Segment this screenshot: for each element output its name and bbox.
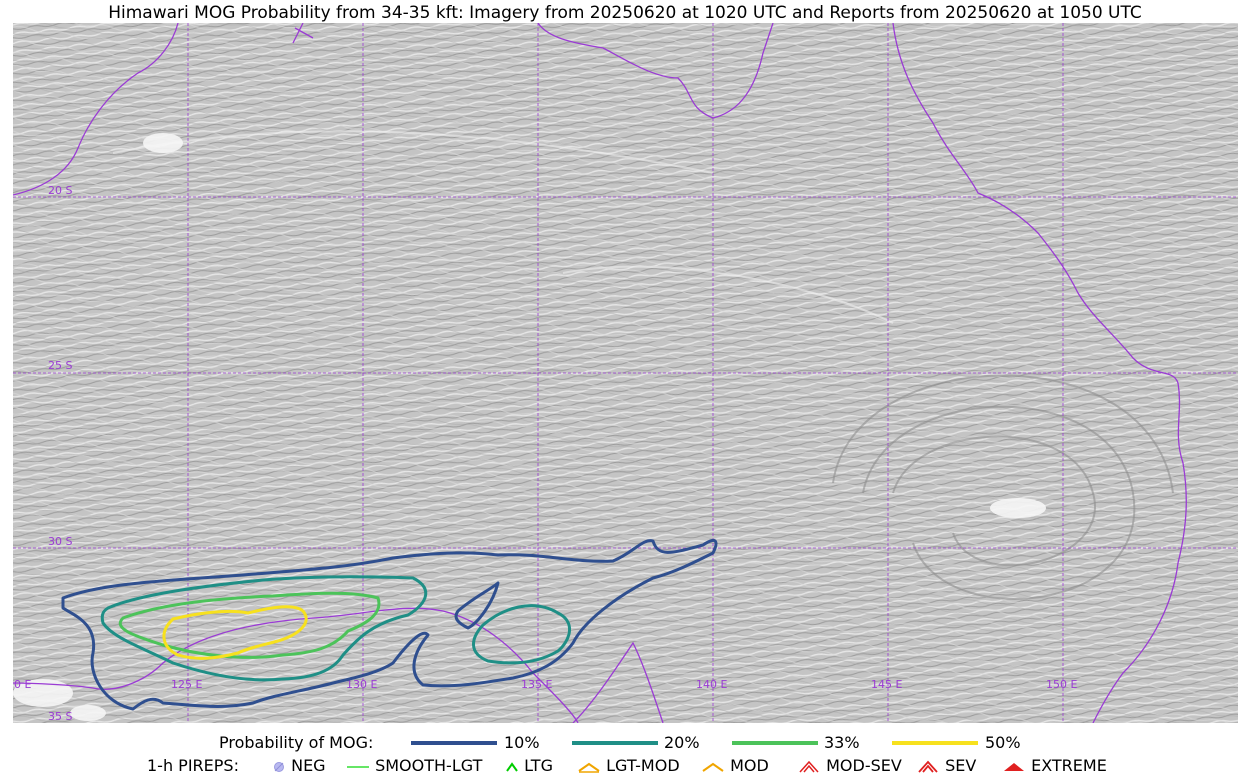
neg-circle-icon <box>274 761 284 772</box>
lon-label-140e: 140 E <box>696 678 727 691</box>
pirep-label-smooth-lgt: SMOOTH-LGT <box>375 756 483 775</box>
pirep-label-lgt-mod: LGT-MOD <box>606 756 680 775</box>
legend-label-20: 20% <box>664 733 700 752</box>
lon-label-120e: 120 E <box>13 678 31 691</box>
contour-10-percent-loop <box>454 581 500 630</box>
satellite-map: 20 S 25 S 30 S 35 S 120 E 125 E 130 E 13… <box>13 23 1238 723</box>
contour-50-percent <box>162 605 308 660</box>
double-caret-icon <box>799 760 819 773</box>
pirep-label-mod: MOD <box>730 756 769 775</box>
lon-label-130e: 130 E <box>346 678 377 691</box>
lat-lon-grid <box>13 23 1238 723</box>
legend-swatch-33 <box>732 741 818 745</box>
lon-label-150e: 150 E <box>1046 678 1077 691</box>
caret-icon <box>702 762 724 772</box>
line-icon <box>347 765 369 768</box>
pirep-item-sev: SEV <box>916 756 976 775</box>
caret-bar-icon <box>578 762 600 773</box>
probability-legend: Probability of MOG: 10% 20% 33% 50% <box>0 733 1250 753</box>
grid-labels: 20 S 25 S 30 S 35 S 120 E 125 E 130 E 13… <box>13 184 1077 723</box>
pirep-item-mod: MOD <box>701 756 769 775</box>
map-canvas: 20 S 25 S 30 S 35 S 120 E 125 E 130 E 13… <box>13 23 1238 723</box>
lon-label-135e: 135 E <box>521 678 552 691</box>
map-title: Himawari MOG Probability from 34-35 kft:… <box>108 3 1142 23</box>
pirep-label-sev: SEV <box>945 756 977 775</box>
pirep-item-smooth-lgt: SMOOTH-LGT <box>346 756 482 775</box>
lat-label-30s: 30 S <box>48 535 72 548</box>
contour-10-percent <box>61 539 718 711</box>
contour-20-percent-east <box>472 604 571 665</box>
bright-clouds <box>13 133 1046 721</box>
pirep-item-mod-sev: MOD-SEV <box>797 756 902 775</box>
legend-label-10: 10% <box>504 733 540 752</box>
lat-label-20s: 20 S <box>48 184 72 197</box>
legend-swatch-20 <box>572 741 658 745</box>
pirep-item-ltg: LTG <box>505 756 553 775</box>
lon-label-125e: 125 E <box>171 678 202 691</box>
legend-swatch-50 <box>892 741 978 745</box>
double-caret-icon <box>918 760 938 773</box>
pirep-label-neg: NEG <box>291 756 326 775</box>
legend-swatch-10 <box>411 741 497 745</box>
pirep-legend: 1-h PIREPS: NEG SMOOTH-LGT LTG LGT-MOD M… <box>0 756 1250 776</box>
pirep-item-lgt-mod: LGT-MOD <box>577 756 680 775</box>
pirep-label-extreme: EXTREME <box>1031 756 1107 775</box>
lat-label-35s: 35 S <box>48 710 72 723</box>
pirep-item-extreme: EXTREME <box>1002 756 1107 775</box>
pirep-label-mod-sev: MOD-SEV <box>826 756 902 775</box>
contour-20-percent <box>100 575 427 682</box>
lon-label-145e: 145 E <box>871 678 902 691</box>
pirep-label-ltg: LTG <box>524 756 553 775</box>
lat-label-25s: 25 S <box>48 359 72 372</box>
filled-caret-icon <box>1004 762 1024 771</box>
coastline <box>13 23 1187 723</box>
cloud-swirl <box>112 130 1174 600</box>
caret-icon <box>506 761 518 772</box>
pirep-item-neg: NEG <box>272 756 326 775</box>
pirep-legend-title: 1-h PIREPS: <box>147 756 239 775</box>
legend-label-33: 33% <box>824 733 860 752</box>
probability-legend-title: Probability of MOG: <box>219 733 374 752</box>
legend-label-50: 50% <box>985 733 1021 752</box>
